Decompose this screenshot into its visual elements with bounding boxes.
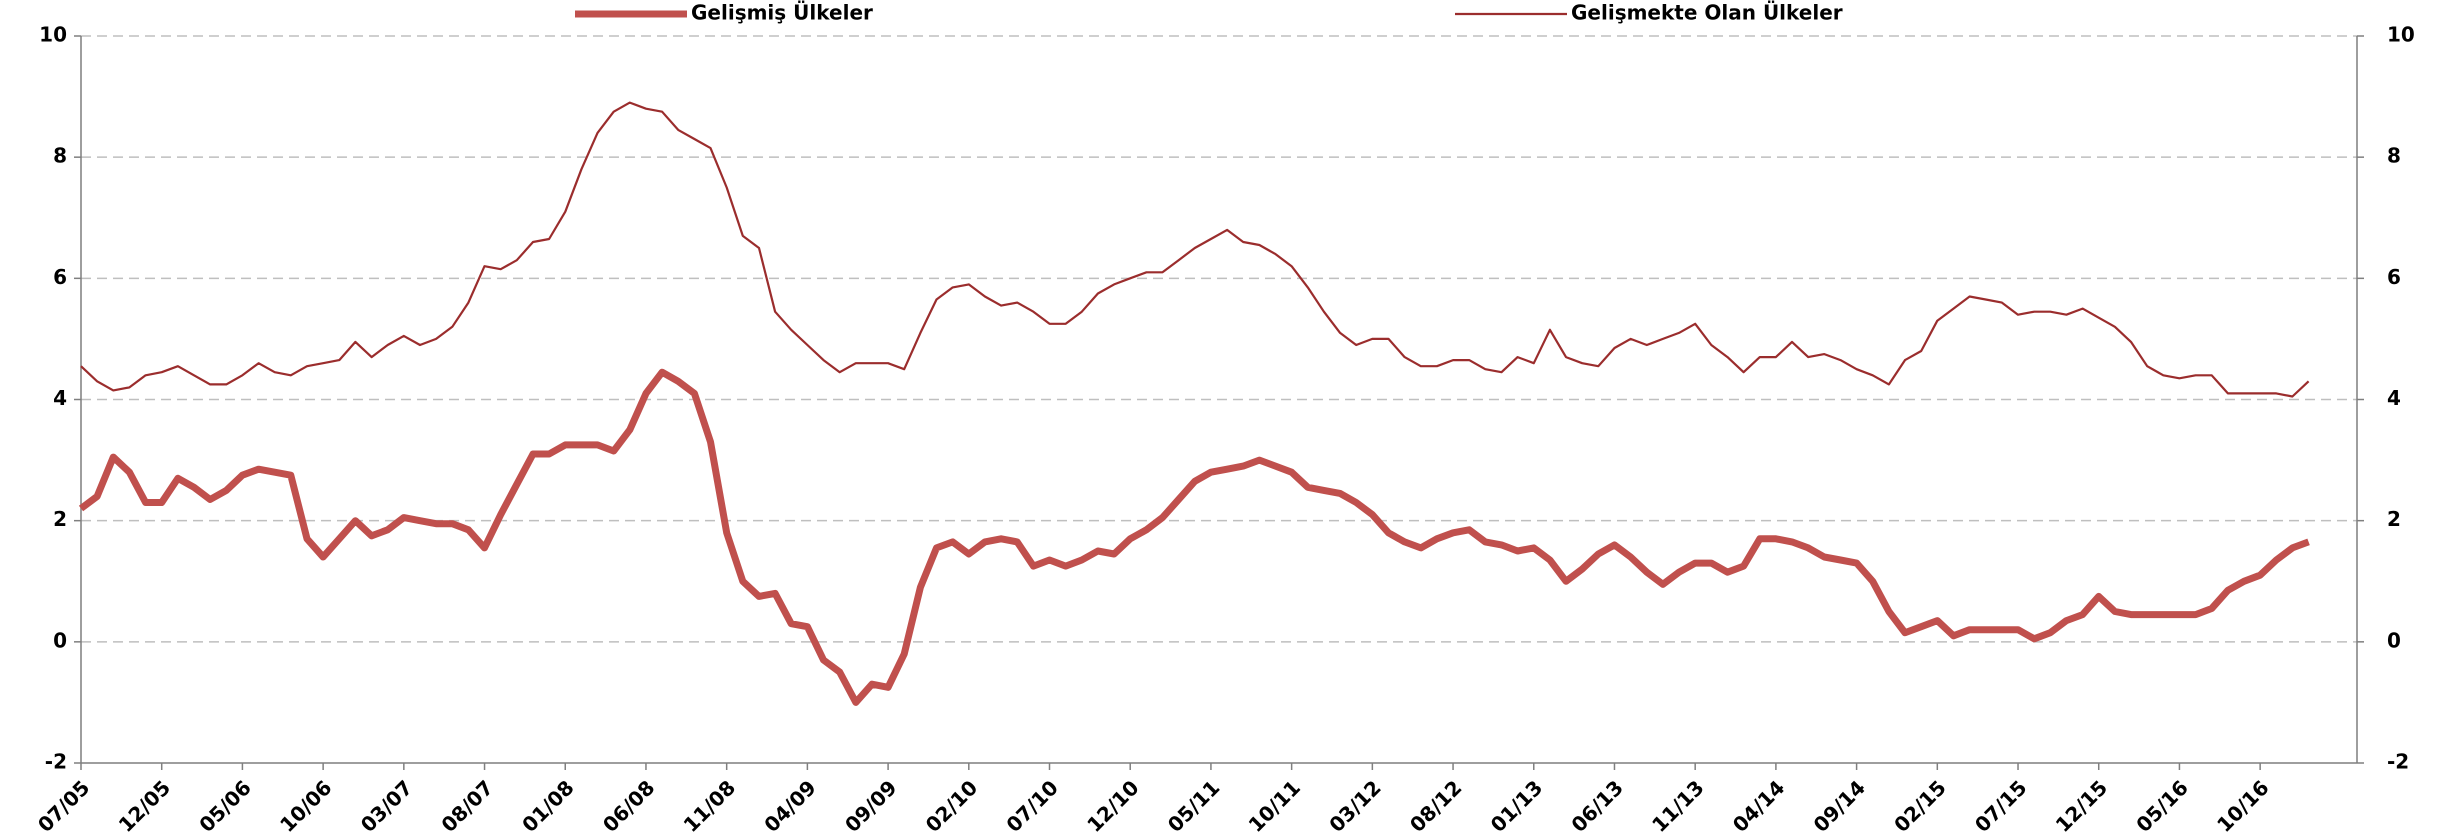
- x-tick-label: 10/11: [1244, 775, 1305, 836]
- y2-tick-label: 0: [2387, 628, 2401, 652]
- x-tick-label: 06/08: [598, 775, 659, 836]
- x-tick-label: 12/10: [1082, 775, 1143, 836]
- y-tick-label: 0: [53, 628, 67, 652]
- y-tick-label: 8: [53, 144, 67, 168]
- y-tick-label: 4: [53, 386, 67, 410]
- y2-tick-label: 10: [2387, 23, 2415, 47]
- x-tick-label: 08/07: [436, 775, 497, 836]
- y-tick-label: 2: [53, 507, 67, 531]
- x-tick-label: 09/09: [840, 775, 901, 836]
- x-tick-label: 05/06: [194, 775, 255, 836]
- x-tick-label: 01/13: [1486, 775, 1547, 836]
- legend-label: Gelişmiş Ülkeler: [691, 1, 873, 25]
- x-tick-label: 03/12: [1324, 775, 1385, 836]
- x-tick-label: 10/16: [2212, 775, 2273, 836]
- y2-tick-label: 6: [2387, 265, 2401, 289]
- series-line: [78, 368, 2310, 706]
- x-tick-label: 12/05: [114, 775, 175, 836]
- y2-tick-label: 8: [2387, 144, 2401, 168]
- y2-tick-label: 2: [2387, 507, 2401, 531]
- x-tick-label: 07/15: [1970, 775, 2031, 836]
- x-tick-label: 03/07: [356, 775, 417, 836]
- x-tick-label: 05/16: [2131, 775, 2192, 836]
- x-tick-label: 11/08: [679, 775, 740, 836]
- x-tick-label: 02/10: [921, 775, 982, 836]
- legend-label: Gelişmekte Olan Ülkeler: [1571, 1, 1843, 25]
- x-tick-label: 08/12: [1405, 775, 1466, 836]
- series-line: [80, 101, 2310, 398]
- x-tick-label: 07/10: [1001, 775, 1062, 836]
- y2-tick-label: 4: [2387, 386, 2401, 410]
- x-tick-label: 07/05: [33, 775, 94, 836]
- x-tick-label: 01/08: [517, 775, 578, 836]
- x-tick-label: 10/06: [275, 775, 336, 836]
- y2-tick-label: -2: [2387, 750, 2409, 774]
- y-tick-label: -2: [45, 750, 67, 774]
- y-tick-label: 6: [53, 265, 67, 289]
- y-tick-label: 10: [39, 23, 67, 47]
- x-tick-label: 09/14: [1809, 775, 1870, 836]
- x-tick-label: 04/09: [759, 775, 820, 836]
- x-tick-label: 02/15: [1889, 775, 1950, 836]
- x-tick-label: 12/15: [2051, 775, 2112, 836]
- x-tick-label: 05/11: [1163, 775, 1224, 836]
- x-tick-label: 11/13: [1647, 775, 1708, 836]
- x-tick-label: 06/13: [1566, 775, 1627, 836]
- x-tick-label: 04/14: [1728, 775, 1789, 836]
